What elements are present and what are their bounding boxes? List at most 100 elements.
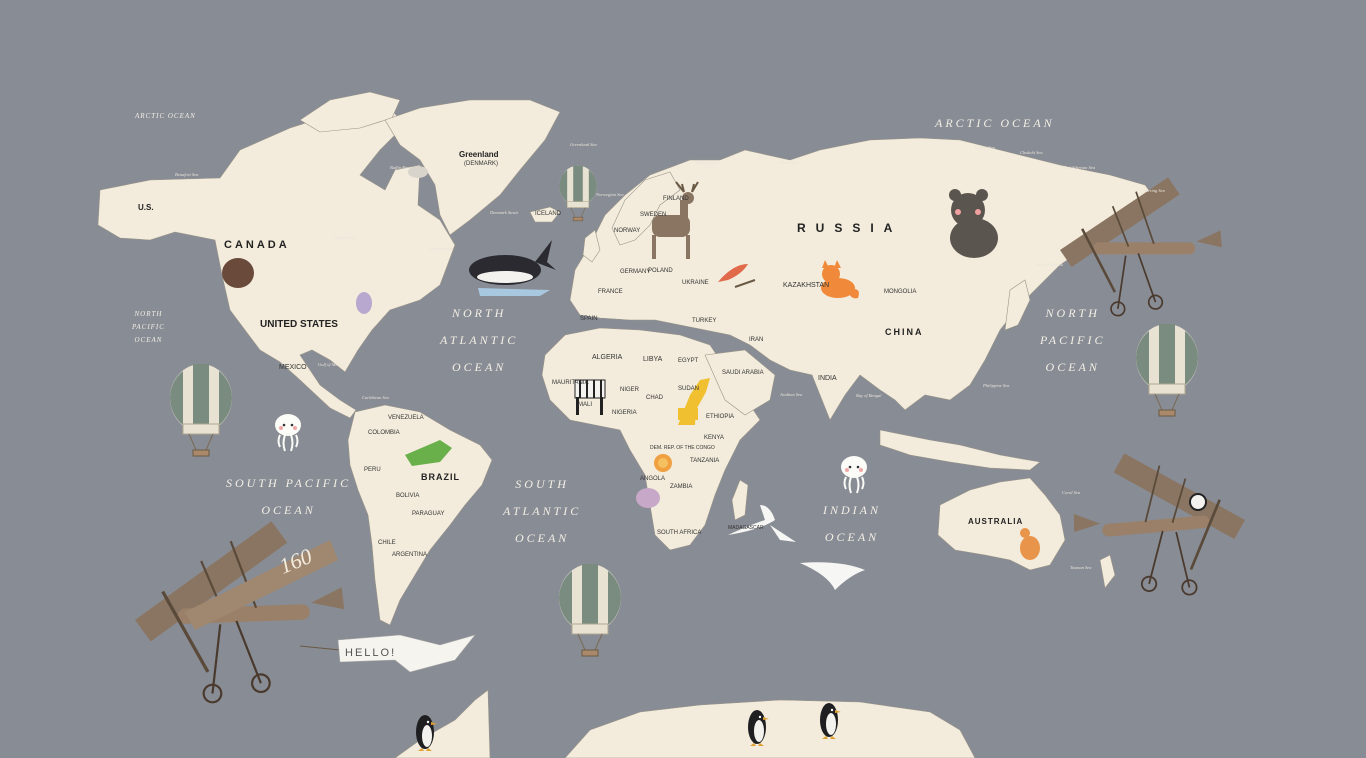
country-label-kazakhstan: KAZAKHSTAN [783, 282, 830, 289]
country-label-chad: CHAD [646, 395, 664, 401]
country-label-mali: MALI [578, 402, 593, 408]
sea-label-tasman: Tasman Sea [1070, 565, 1092, 570]
country-label-venezuela: VENEZUELA [388, 415, 424, 421]
land-masses [97, 91, 1161, 758]
sea-label-kara: Kara Sea [780, 160, 797, 165]
sea-label-hudson: Hudson Bay [334, 235, 357, 240]
country-label-turkey: TURKEY [692, 318, 717, 324]
whale-icon [469, 240, 556, 296]
country-label-canada: CANADA [224, 239, 290, 251]
country-label-ethiopia: ETHIOPIA [706, 414, 735, 420]
panda-icon [1189, 493, 1207, 511]
sea-label-greenland: Greenland Sea [570, 142, 597, 147]
country-label-us-alaska: U.S. [138, 203, 154, 212]
country-label-norway: NORWAY [614, 228, 641, 234]
land-madagascar [731, 479, 749, 521]
zebra-icon [574, 379, 606, 415]
country-label-iceland: ICELAND [535, 211, 562, 217]
country-label-saudi-arabia: SAUDI ARABIA [722, 370, 764, 376]
owl-icon [356, 292, 372, 314]
ocean-label-north-atlantic: NORTH ATLANTIC OCEAN [440, 306, 519, 374]
country-label-angola: ANGOLA [640, 476, 666, 482]
country-label-tanzania: TANZANIA [690, 458, 720, 464]
land-south-america [347, 404, 493, 626]
land-japan [1004, 279, 1031, 331]
plane-icon [1066, 448, 1252, 601]
ocean-label-arctic-left: ARCTIC OCEAN [135, 112, 196, 120]
bear-icon [949, 189, 998, 258]
sea-label-labrador: Labrador Sea [428, 246, 453, 251]
sea-label-arabian: Arabian Sea [780, 392, 803, 397]
ocean-label-south-pacific: SOUTH PACIFIC OCEAN [226, 476, 352, 517]
country-label-greenland-sub: (DENMARK) [464, 161, 498, 167]
plane-icon [119, 508, 362, 717]
sea-label-gulf-mexico: Gulf of Mexico [318, 362, 345, 367]
bird-icon [718, 264, 756, 288]
land-arctic-islands [299, 91, 401, 133]
banner-text: HELLO! [345, 647, 396, 659]
country-label-south-africa: SOUTH AFRICA [657, 530, 702, 536]
sea-label-east-siberian: East Siberian Sea [1063, 165, 1095, 170]
bison-icon [222, 258, 254, 288]
sea-label-coral: Coral Sea [1062, 490, 1081, 495]
hello-banner: HELLO! [299, 634, 476, 673]
balloon-icon [558, 563, 622, 657]
sea-label-beaufort: Beaufort Sea [175, 172, 199, 177]
sea-label-laptev: Laptev Sea [975, 145, 995, 150]
sea-label-caribbean: Caribbean Sea [362, 395, 389, 400]
country-label-colombia: COLOMBIA [368, 430, 400, 436]
fox-icon [821, 260, 859, 299]
country-label-dr-congo: DEM. REP. OF THE CONGO [650, 445, 715, 451]
country-label-australia: AUSTRALIA [968, 517, 1024, 526]
country-label-finland: FINLAND [663, 196, 689, 202]
country-label-russia: RUSSIA [797, 221, 903, 235]
land-antarctica-left [394, 689, 491, 758]
sea-label-denmark-strait: Denmark Strait [490, 210, 518, 215]
ocean-label-south-atlantic: SOUTH ATLANTIC OCEAN [503, 477, 582, 545]
country-label-nigeria: NIGERIA [612, 410, 637, 416]
country-label-egypt: EGYPT [678, 358, 699, 364]
country-label-iran: IRAN [749, 337, 764, 343]
country-label-india: INDIA [818, 375, 837, 382]
land-indonesia [879, 429, 1041, 471]
balloon-icon [559, 165, 597, 222]
seal-icon [408, 166, 428, 178]
jellyfish-icon [840, 455, 868, 494]
hippo-icon [636, 488, 660, 508]
country-label-paraguay: PARAGUAY [412, 511, 445, 517]
lion-icon [654, 454, 672, 472]
country-label-ukraine: UKRAINE [682, 280, 709, 286]
deer-icon [652, 181, 699, 259]
country-label-brazil: BRAZIL [421, 472, 460, 482]
sea-label-baffin: Baffin Bay [390, 165, 410, 170]
country-label-greenland: Greenland [459, 150, 499, 159]
balloon-icon [1135, 323, 1199, 417]
jellyfish-icon [274, 413, 302, 452]
land-antarctica-right [564, 699, 976, 758]
swan-icon [800, 562, 865, 590]
country-label-kenya: KENYA [704, 435, 724, 441]
ocean-label-arctic-right: ARCTIC OCEAN [935, 116, 1055, 130]
sea-label-chukchi: Chukchi Sea [1020, 150, 1043, 155]
sea-label-philippine: Philippine Sea [983, 383, 1010, 388]
country-label-peru: PERU [364, 467, 381, 473]
kangaroo-icon [1020, 528, 1040, 560]
giraffe-icon [678, 378, 710, 425]
ocean-label-north-pacific-right: NORTH PACIFIC OCEAN [1040, 306, 1106, 374]
land-uk [582, 229, 601, 263]
country-label-france: FRANCE [598, 289, 623, 295]
swan-icon [728, 505, 796, 542]
country-label-algeria: ALGERIA [592, 354, 623, 361]
land-iceland [529, 206, 561, 223]
country-label-mexico: MEXICO [279, 364, 307, 371]
country-label-niger: NIGER [620, 387, 640, 393]
balloon-icon [169, 363, 233, 457]
country-label-argentina: ARGENTINA [392, 552, 428, 558]
country-label-mongolia: MONGOLIA [884, 289, 917, 295]
country-label-united-states: UNITED STATES [260, 319, 338, 330]
land-scandinavia [611, 171, 681, 246]
country-label-chile: CHILE [378, 540, 396, 546]
country-label-madagascar: MADAGASCAR [728, 525, 764, 531]
land-new-zealand [1099, 554, 1116, 589]
country-label-germany: GERMANY [620, 269, 651, 275]
